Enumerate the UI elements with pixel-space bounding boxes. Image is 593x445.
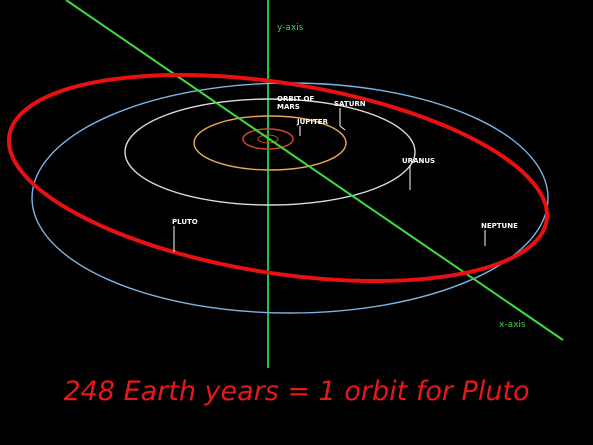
pluto-orbit-caption: 248 Earth years = 1 orbit for Pluto [63,376,530,407]
pluto-orbit-highlight [6,72,550,284]
uranus-orbit [124,98,416,206]
uranus-label: URANUS [402,157,435,165]
orbit-of-mars-label-line2: MARS [277,103,300,111]
mars-orbit [257,134,279,144]
jupiter-label: JUPITER [296,118,329,126]
neptune-label: NEPTUNE [481,222,518,230]
x-axis-label: x-axis [499,320,526,330]
y-axis-label: y-axis [277,23,304,33]
x-axis-line [65,0,564,341]
saturn-orbit [193,115,347,171]
saturn-label: SATURN [334,100,366,108]
jupiter-orbit [242,128,294,150]
saturn-pointer-tick [339,125,346,131]
pluto-label: PLUTO [172,218,198,226]
orbit-of-mars-label-line1: ORBIT OF [277,95,314,103]
